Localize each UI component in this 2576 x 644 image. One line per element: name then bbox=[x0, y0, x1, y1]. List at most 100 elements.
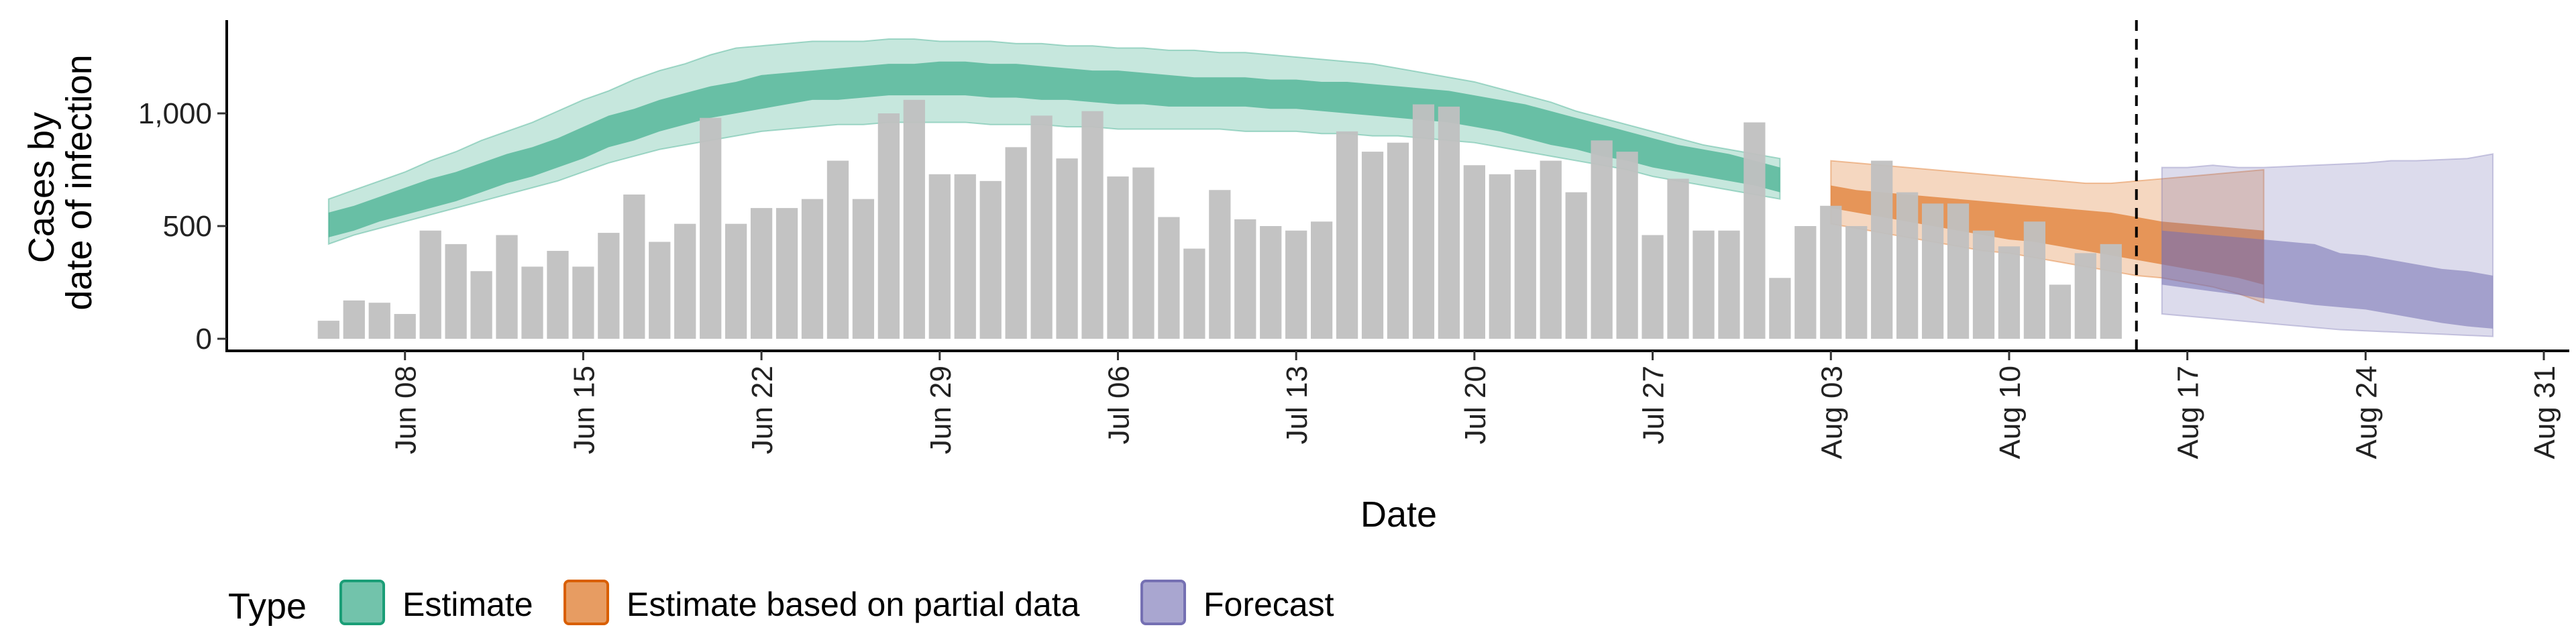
y-axis-title-line-2: date of infection bbox=[59, 54, 99, 310]
case-bar bbox=[1972, 230, 1995, 339]
case-bar bbox=[649, 241, 671, 339]
case-bar bbox=[2074, 253, 2096, 339]
case-bar bbox=[343, 300, 365, 339]
legend: Type Estimate Estimate based on partial d… bbox=[228, 580, 1334, 627]
case-bar bbox=[1896, 192, 1919, 339]
case-bar bbox=[852, 199, 875, 339]
legend-label-estimate: Estimate bbox=[402, 586, 533, 623]
case-bar bbox=[1463, 165, 1486, 339]
case-bar bbox=[1921, 203, 1944, 339]
x-tick-label: Jul 27 bbox=[1638, 366, 1670, 444]
case-bars bbox=[317, 99, 2122, 339]
case-bar bbox=[1438, 106, 1460, 339]
case-bar bbox=[368, 303, 390, 339]
x-axis-ticks: Jun 08 Jun 15 Jun 22 Jun 29 Jul 06 Jul 13 Jul … bbox=[390, 351, 2561, 459]
case-bar bbox=[1667, 178, 1689, 339]
case-bar bbox=[394, 314, 416, 339]
x-tick-label: Aug 24 bbox=[2350, 366, 2383, 459]
case-bar bbox=[1234, 219, 1256, 339]
legend-swatch-forecast bbox=[1140, 580, 1186, 625]
case-bar bbox=[419, 230, 441, 339]
x-tick-label: Jul 06 bbox=[1102, 366, 1135, 444]
case-bar bbox=[826, 160, 849, 339]
case-bar bbox=[674, 223, 696, 339]
case-bar bbox=[1336, 131, 1358, 339]
case-bar bbox=[1209, 190, 1231, 339]
case-bar bbox=[877, 113, 900, 339]
case-bar bbox=[1030, 115, 1053, 339]
case-bar bbox=[1947, 203, 1970, 339]
x-tick-label: Aug 31 bbox=[2528, 366, 2561, 459]
case-bar bbox=[1565, 192, 1587, 339]
legend-swatch-estimate bbox=[339, 580, 385, 625]
case-bar bbox=[1107, 176, 1129, 339]
case-bar bbox=[1616, 152, 1638, 339]
x-tick-label: Aug 10 bbox=[1994, 366, 2027, 459]
case-bar bbox=[2100, 244, 2122, 339]
case-bar bbox=[750, 208, 773, 339]
case-bar bbox=[1591, 140, 1613, 339]
case-bar bbox=[1820, 205, 1842, 339]
case-bar bbox=[1489, 174, 1511, 339]
y-tick-label: 0 bbox=[196, 323, 212, 356]
case-bar bbox=[445, 244, 467, 339]
case-bar bbox=[724, 223, 747, 339]
x-tick-label: Jun 22 bbox=[746, 366, 779, 454]
case-bar bbox=[1310, 221, 1333, 339]
x-tick-label: Jun 15 bbox=[568, 366, 600, 454]
case-bar bbox=[470, 271, 492, 339]
case-bar bbox=[1056, 158, 1078, 339]
x-axis-title: Date bbox=[1360, 494, 1437, 535]
case-bar bbox=[1514, 170, 1536, 339]
x-tick-label: Jul 13 bbox=[1281, 366, 1313, 444]
y-axis-title-line-1: Cases by bbox=[21, 112, 62, 263]
case-bar bbox=[1998, 246, 2021, 339]
case-bar bbox=[1871, 160, 1893, 339]
case-bar bbox=[1693, 230, 1715, 339]
case-bar bbox=[1081, 111, 1104, 339]
x-tick-label: Aug 17 bbox=[2172, 366, 2205, 459]
case-bar bbox=[1361, 152, 1384, 339]
case-bar bbox=[1285, 230, 1307, 339]
case-bar bbox=[317, 321, 339, 339]
x-tick-label: Jul 20 bbox=[1459, 366, 1492, 444]
y-tick-label: 1,000 bbox=[138, 97, 212, 130]
case-bar bbox=[954, 174, 976, 339]
case-bar bbox=[1183, 248, 1205, 339]
case-bar bbox=[598, 233, 620, 339]
case-bar bbox=[1743, 122, 1766, 339]
legend-label-forecast: Forecast bbox=[1203, 586, 1334, 623]
case-bar bbox=[928, 174, 951, 339]
legend-swatch-estimate-based-on-partial-data bbox=[564, 580, 609, 625]
y-tick-label: 500 bbox=[163, 210, 212, 243]
case-bar bbox=[1387, 142, 1409, 339]
case-bar bbox=[903, 99, 925, 339]
band50-forecast bbox=[2161, 230, 2493, 329]
case-bar bbox=[2049, 284, 2072, 339]
case-bar bbox=[1794, 226, 1817, 339]
case-bar bbox=[1718, 230, 1740, 339]
case-bar bbox=[1260, 226, 1282, 339]
case-bar bbox=[623, 194, 645, 339]
case-bar bbox=[1005, 147, 1027, 339]
axes bbox=[225, 20, 2569, 352]
x-tick-label: Jun 29 bbox=[924, 366, 957, 454]
case-bar bbox=[801, 199, 824, 339]
case-bar bbox=[496, 235, 518, 339]
y-axis-title: Cases by date of infection bbox=[21, 54, 99, 310]
case-bar bbox=[700, 117, 722, 339]
legend-title: Type bbox=[228, 586, 307, 627]
case-bar bbox=[1412, 104, 1435, 339]
case-bar bbox=[2023, 221, 2046, 339]
case-bar bbox=[979, 180, 1002, 339]
y-axis-ticks: 0 500 1,000 bbox=[138, 97, 227, 356]
x-tick-label: Aug 03 bbox=[1815, 366, 1848, 459]
legend-label-estimate-based-on-partial-data: Estimate based on partial data bbox=[627, 586, 1080, 623]
case-bar bbox=[1132, 167, 1155, 339]
case-bar bbox=[1642, 235, 1664, 339]
case-bar bbox=[1769, 278, 1791, 339]
case-bar bbox=[1540, 160, 1562, 339]
x-tick-label: Jun 08 bbox=[390, 366, 423, 454]
case-bar bbox=[775, 208, 798, 339]
